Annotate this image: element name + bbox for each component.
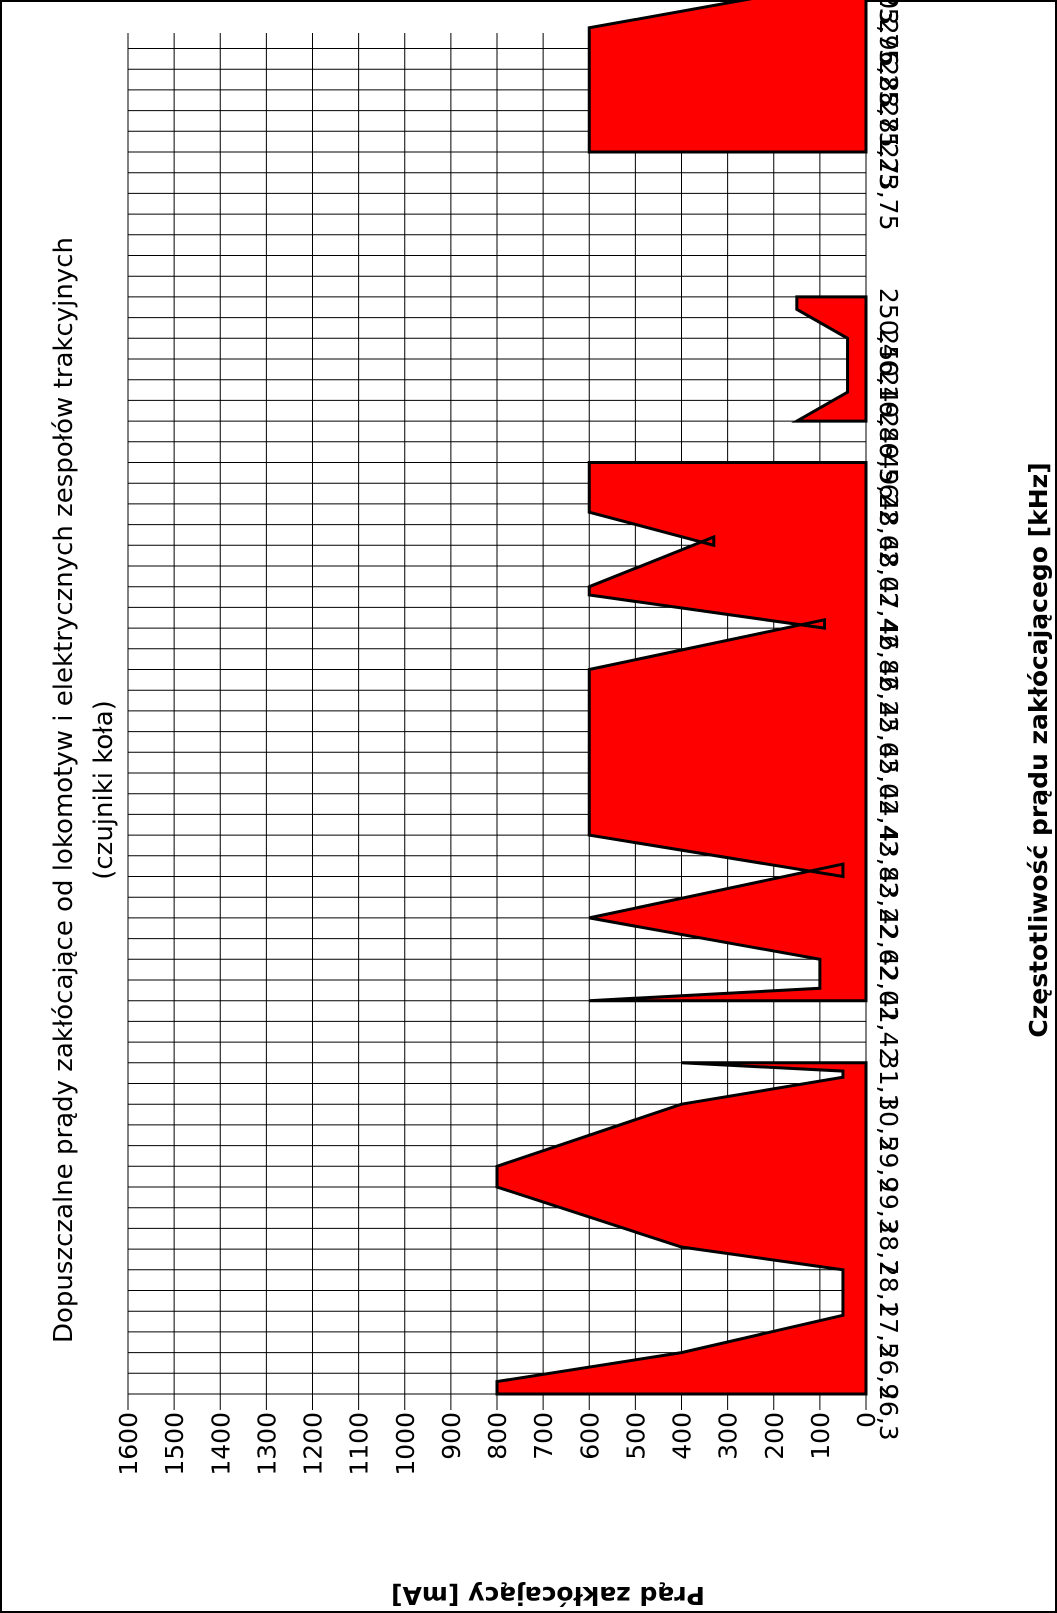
- y-tick-label: 1600: [114, 1412, 143, 1476]
- y-tick-label: 800: [483, 1412, 512, 1460]
- x-tick-label: 26,9: [874, 1344, 903, 1400]
- x-tick-label: 249,56: [874, 412, 903, 499]
- x-tick-label: 281,25: [874, 102, 903, 189]
- x-tick-label: 42,02: [874, 950, 903, 1022]
- y-tick-label: 600: [575, 1412, 604, 1460]
- y-tick-label: 1500: [160, 1412, 189, 1476]
- series-area-4: [587, 0, 868, 154]
- series-area-2: [587, 461, 868, 1003]
- x-tick-label: 28,1: [874, 1261, 903, 1317]
- x-tick-label: 28,7: [874, 1219, 903, 1275]
- x-tick-label: 43,82: [874, 826, 903, 898]
- plot-area: [127, 0, 868, 1410]
- y-tick-label: 1100: [345, 1412, 374, 1476]
- chart-subtitle: (czujniki koła): [89, 700, 119, 880]
- x-axis-label: Częstotliwość prądu zakłócającego [kHz]: [1024, 462, 1053, 1037]
- y-tick-label: 0: [852, 1412, 881, 1428]
- x-tick-label: 45,02: [874, 743, 903, 815]
- x-tick-label: 296,25: [874, 19, 903, 106]
- x-tick-label: 250,16: [874, 329, 903, 416]
- y-tick-label: 500: [621, 1412, 650, 1460]
- series-area-3: [791, 295, 868, 423]
- y-tick-label: 1000: [391, 1412, 420, 1476]
- chart-title: Dopuszczalne prądy zakłócające od lokomo…: [49, 237, 79, 1343]
- x-tick-label: 30,5: [874, 1095, 903, 1151]
- y-tick-label: 900: [437, 1412, 466, 1460]
- x-tick-label: 43,22: [874, 868, 903, 940]
- y-tick-label: 1300: [252, 1412, 281, 1476]
- x-tick-label: 42,62: [874, 909, 903, 981]
- x-tick-label: 48,62: [874, 495, 903, 567]
- x-tick-label: 303,75: [874, 0, 903, 65]
- x-tick-label: 311,25: [874, 0, 903, 23]
- x-tick-label: 48,02: [874, 536, 903, 608]
- x-tick-label: 41,42: [874, 992, 903, 1064]
- x-tick-label: 27,5: [874, 1302, 903, 1358]
- x-tick-label: 29,3: [874, 1178, 903, 1234]
- y-tick-label: 700: [529, 1412, 558, 1460]
- x-tick-label: 44,42: [874, 785, 903, 857]
- y-tick-label: 1400: [206, 1412, 235, 1476]
- x-tick-label: 45,62: [874, 702, 903, 774]
- x-tick-label: 29,9: [874, 1137, 903, 1193]
- x-tick-label: 273,75: [874, 143, 903, 230]
- x-tick-label: 31,1: [874, 1054, 903, 1110]
- y-tick-label: 400: [668, 1412, 697, 1460]
- y-tick-label: 1200: [299, 1412, 328, 1476]
- x-tick-label: 288,75: [874, 60, 903, 147]
- series-area-1: [495, 1061, 868, 1396]
- x-tick-label: 249,86: [874, 371, 903, 458]
- y-tick-label: 300: [714, 1412, 743, 1460]
- x-tick-label: 46,82: [874, 619, 903, 691]
- y-axis-label: Prąd zakłócający [mA]: [391, 1581, 705, 1610]
- x-tick-label: 26,3: [874, 1385, 903, 1441]
- y-tick-label: 200: [760, 1412, 789, 1460]
- tick-labels: 0 100 200 300 400 500 600 700 800 900 1000 1100 1200…: [114, 0, 903, 1476]
- x-tick-label: 47,42: [874, 578, 903, 650]
- y-tick-label: 100: [806, 1412, 835, 1460]
- x-tick-label: 46,22: [874, 661, 903, 733]
- x-tick-label: 250,46: [874, 288, 903, 375]
- x-tick-label: 49,22: [874, 454, 903, 526]
